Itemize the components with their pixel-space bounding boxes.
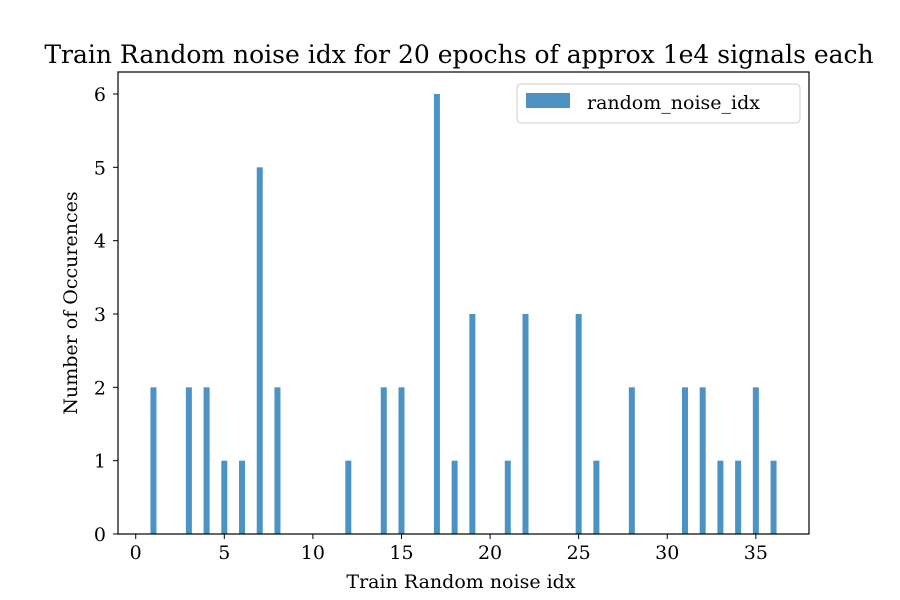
bar-idx-28 xyxy=(628,387,635,534)
x-tick-label: 15 xyxy=(389,542,413,564)
bar-idx-36 xyxy=(770,460,777,534)
bar-idx-32 xyxy=(699,387,706,534)
bar-idx-31 xyxy=(681,387,688,534)
y-tick-label: 0 xyxy=(94,524,106,546)
x-tick-label: 5 xyxy=(218,542,230,564)
legend: random_noise_idx xyxy=(516,83,801,124)
bar-idx-5 xyxy=(221,460,228,534)
x-tick-label: 0 xyxy=(130,542,142,564)
bar-idx-6 xyxy=(239,460,246,534)
bar-idx-21 xyxy=(504,460,511,534)
bar-idx-35 xyxy=(752,387,759,534)
bar-idx-26 xyxy=(593,460,600,534)
y-tick-label: 6 xyxy=(94,84,106,106)
bars-group xyxy=(150,94,777,534)
bar-idx-12 xyxy=(345,460,352,534)
y-tick-label: 5 xyxy=(94,157,106,179)
bar-idx-33 xyxy=(717,460,724,534)
x-axis-label: Train Random noise idx xyxy=(346,571,575,593)
x-tick-label: 35 xyxy=(744,542,768,564)
bar-idx-19 xyxy=(469,314,476,534)
y-axis-ticks: 0 1 2 3 4 5 6 xyxy=(94,84,118,546)
bar-idx-34 xyxy=(735,460,742,534)
x-tick-label: 10 xyxy=(301,542,325,564)
x-axis-ticks: 0 5 10 15 20 25 30 35 xyxy=(130,534,768,564)
y-tick-label: 3 xyxy=(94,304,106,326)
chart-title: Train Random noise idx for 20 epochs of … xyxy=(44,40,873,69)
bar-idx-15 xyxy=(398,387,405,534)
bar-idx-14 xyxy=(380,387,387,534)
y-tick-label: 2 xyxy=(94,377,106,399)
legend-box xyxy=(516,83,801,124)
bar-idx-8 xyxy=(274,387,281,534)
bar-idx-18 xyxy=(451,460,458,534)
y-tick-label: 4 xyxy=(94,231,106,253)
x-tick-label: 20 xyxy=(478,542,502,564)
bar-idx-3 xyxy=(185,387,192,534)
y-tick-label: 1 xyxy=(94,451,106,473)
plot-frame xyxy=(117,71,810,535)
bar-idx-7 xyxy=(256,167,263,534)
bar-idx-17 xyxy=(433,94,440,534)
y-axis-label: Number of Occurences xyxy=(60,191,82,414)
bar-idx-1 xyxy=(150,387,157,534)
x-tick-label: 30 xyxy=(655,542,679,564)
legend-label: random_noise_idx xyxy=(587,92,760,114)
bar-idx-25 xyxy=(575,314,582,534)
legend-swatch xyxy=(526,93,570,108)
bar-idx-4 xyxy=(203,387,210,534)
bar-idx-22 xyxy=(522,314,529,534)
x-tick-label: 25 xyxy=(567,542,591,564)
